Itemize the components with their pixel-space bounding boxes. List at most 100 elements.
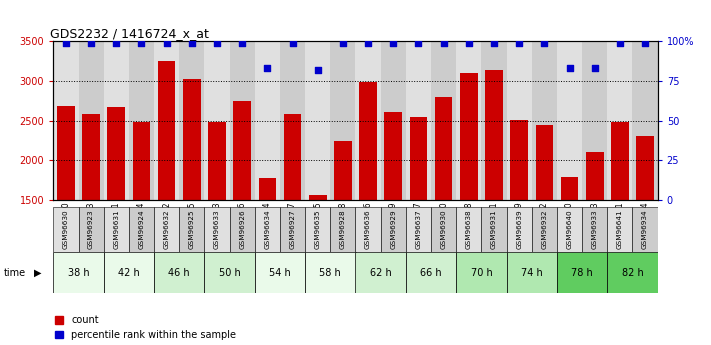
Bar [154,207,179,252]
Bar [133,121,150,200]
Bar [280,207,305,252]
Bar [78,207,104,252]
Bar [460,73,478,200]
Bar [636,136,654,200]
Bar [331,207,356,252]
Bar [456,41,481,200]
Bar [309,195,326,200]
Bar [380,207,406,252]
Text: GSM96630: GSM96630 [63,210,69,249]
Text: GSM96927: GSM96927 [289,210,296,249]
Bar [557,252,607,293]
Point [262,66,273,71]
Text: 38 h: 38 h [68,268,90,277]
Text: GDS2232 / 1416724_x_at: GDS2232 / 1416724_x_at [50,27,209,40]
Text: 46 h: 46 h [169,268,190,277]
Text: GSM96640: GSM96640 [567,210,572,249]
Point [589,66,600,71]
Bar [385,112,402,200]
Bar [607,41,633,200]
Point [136,40,147,46]
Bar [481,207,506,252]
Point [211,40,223,46]
Point [463,40,474,46]
Bar [53,207,78,252]
Bar [255,207,280,252]
Bar [82,114,100,200]
Text: GSM96637: GSM96637 [415,210,422,249]
Text: GSM96926: GSM96926 [239,210,245,249]
Bar [406,207,431,252]
Text: GSM96931: GSM96931 [491,210,497,249]
Bar [331,41,356,200]
Text: GSM96639: GSM96639 [516,210,522,249]
Bar [205,252,255,293]
Text: 54 h: 54 h [269,268,291,277]
Text: 70 h: 70 h [471,268,492,277]
Text: GSM96631: GSM96631 [113,210,119,249]
Bar [179,207,205,252]
Bar [280,41,305,200]
Bar [356,41,380,200]
Bar [259,178,276,200]
Bar [78,41,104,200]
Bar [356,252,406,293]
Point [60,40,72,46]
Point [438,40,449,46]
Bar [305,207,331,252]
Bar [532,41,557,200]
Bar [582,41,607,200]
Bar [557,207,582,252]
Bar [456,207,481,252]
Bar [485,70,503,200]
Point [186,40,198,46]
Bar [611,121,629,200]
Point [539,40,550,46]
Bar [607,252,658,293]
Bar [435,97,452,200]
Point [337,40,348,46]
Bar [406,41,431,200]
Bar [582,207,607,252]
Text: GSM96933: GSM96933 [592,210,598,249]
Text: 50 h: 50 h [219,268,240,277]
Bar [230,41,255,200]
Bar [255,41,280,200]
Bar [633,41,658,200]
Bar [107,107,125,200]
Point [111,40,122,46]
Bar [431,207,456,252]
Text: GSM96633: GSM96633 [214,210,220,249]
Point [287,40,298,46]
Bar [532,207,557,252]
Bar [53,41,78,200]
Bar [104,252,154,293]
Point [237,40,248,46]
Text: 66 h: 66 h [420,268,442,277]
Bar [104,41,129,200]
Point [413,40,424,46]
Bar [410,117,427,200]
Bar [230,207,255,252]
Text: 78 h: 78 h [571,268,593,277]
Point [564,66,575,71]
Bar [406,252,456,293]
Bar [607,207,633,252]
Bar [561,177,578,200]
Text: GSM96928: GSM96928 [340,210,346,249]
Text: GSM96632: GSM96632 [164,210,170,249]
Bar [154,252,205,293]
Text: GSM96634: GSM96634 [264,210,270,249]
Text: 82 h: 82 h [621,268,643,277]
Bar [535,125,553,200]
Legend: count, percentile rank within the sample: count, percentile rank within the sample [55,315,236,340]
Point [363,40,374,46]
Text: GSM96636: GSM96636 [365,210,371,249]
Bar [356,207,380,252]
Text: GSM96932: GSM96932 [541,210,547,249]
Text: GSM96930: GSM96930 [441,210,447,249]
Text: 74 h: 74 h [521,268,542,277]
Bar [129,207,154,252]
Text: GSM96641: GSM96641 [617,210,623,249]
Point [614,40,626,46]
